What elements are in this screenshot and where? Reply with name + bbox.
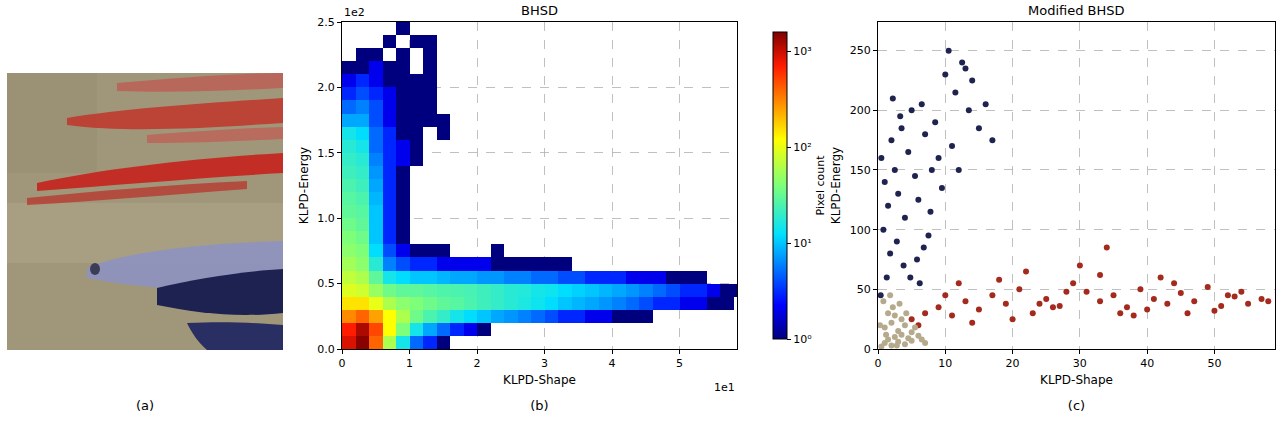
svg-text:0.0: 0.0 xyxy=(317,343,335,356)
svg-text:100: 100 xyxy=(850,224,871,237)
svg-text:150: 150 xyxy=(850,164,871,177)
svg-text:1: 1 xyxy=(406,357,413,370)
svg-text:0: 0 xyxy=(875,357,882,370)
html-text:(a): (a) xyxy=(135,398,155,413)
svg-text:250: 250 xyxy=(850,44,871,57)
svg-text:10⁰: 10⁰ xyxy=(793,333,812,346)
svg-text:200: 200 xyxy=(850,104,871,117)
svg-text:10³: 10³ xyxy=(793,45,811,58)
svg-text:2.0: 2.0 xyxy=(317,81,335,94)
svg-text:1e2: 1e2 xyxy=(344,6,365,19)
svg-text:5: 5 xyxy=(676,357,683,370)
svg-text:30: 30 xyxy=(1073,357,1087,370)
svg-text:40: 40 xyxy=(1140,357,1154,370)
svg-text:1.0: 1.0 xyxy=(317,212,335,225)
svg-text:0.5: 0.5 xyxy=(317,277,335,290)
svg-text:50: 50 xyxy=(1207,357,1221,370)
svg-text:KLPD-Shape: KLPD-Shape xyxy=(503,373,576,387)
svg-text:BHSD: BHSD xyxy=(521,3,558,18)
svg-text:2: 2 xyxy=(474,357,481,370)
svg-text:10²: 10² xyxy=(793,141,811,154)
svg-text:0: 0 xyxy=(864,343,871,356)
svg-text:20: 20 xyxy=(1006,357,1020,370)
svg-text:3: 3 xyxy=(541,357,548,370)
svg-text:10: 10 xyxy=(938,357,952,370)
svg-text:10¹: 10¹ xyxy=(793,237,811,250)
svg-text:Modified BHSD: Modified BHSD xyxy=(1028,3,1125,18)
svg-text:KLPD-Shape: KLPD-Shape xyxy=(1040,373,1113,387)
svg-text:2.5: 2.5 xyxy=(317,16,335,29)
svg-text:0: 0 xyxy=(339,357,346,370)
html-text:(c): (c) xyxy=(1067,398,1086,413)
svg-text:50: 50 xyxy=(857,283,871,296)
svg-text:1e1: 1e1 xyxy=(714,381,735,394)
svg-text:KLPD-Energy: KLPD-Energy xyxy=(297,147,311,224)
html-text:(b): (b) xyxy=(530,398,549,413)
svg-text:Pixel count: Pixel count xyxy=(814,155,827,216)
svg-text:1.5: 1.5 xyxy=(317,147,335,160)
svg-text:4: 4 xyxy=(609,357,616,370)
svg-text:KLPD-Energy: KLPD-Energy xyxy=(829,147,843,224)
